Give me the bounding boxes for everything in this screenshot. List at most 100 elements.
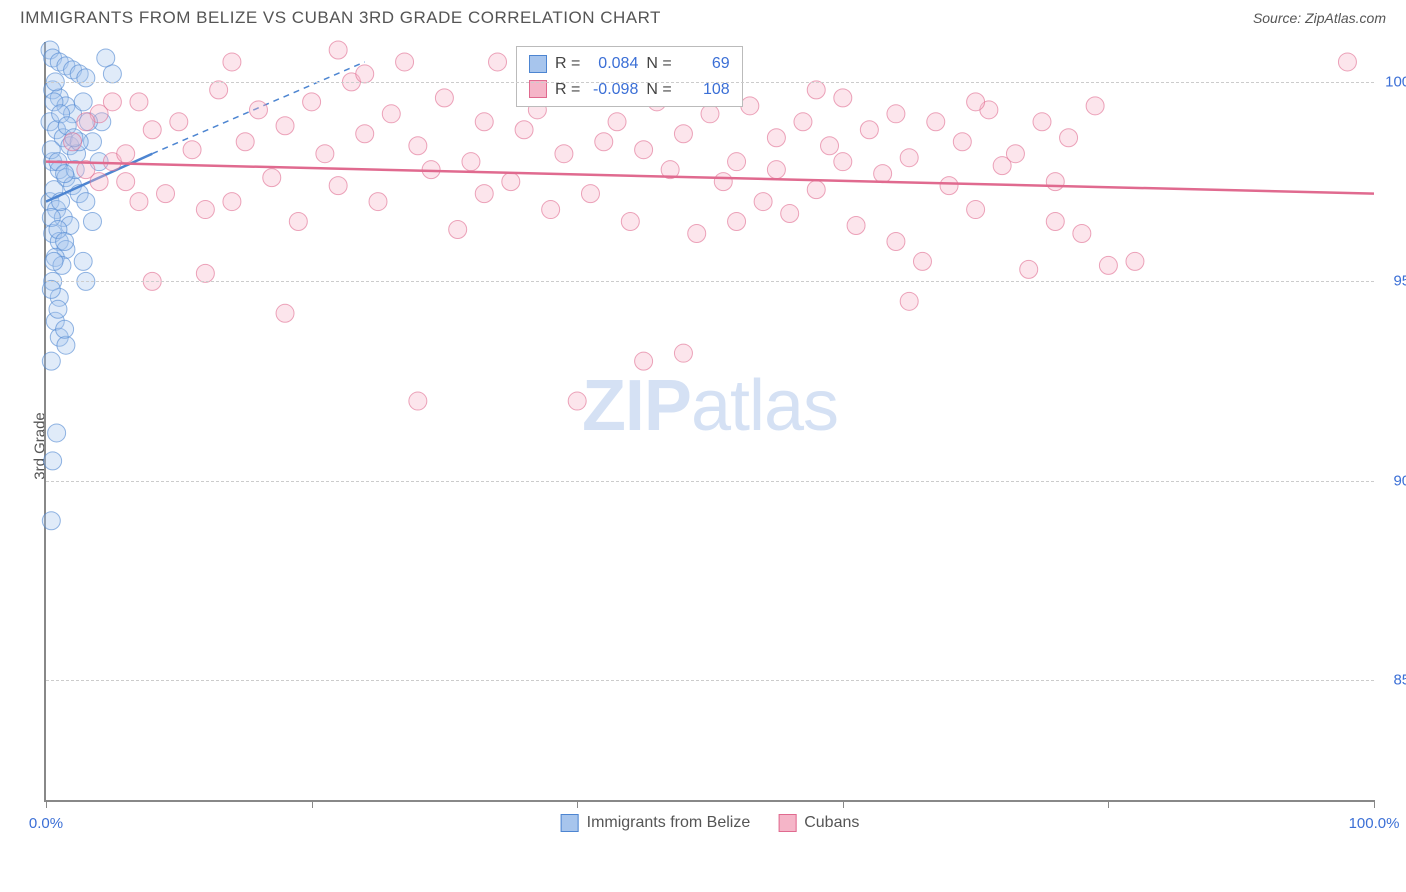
data-point — [236, 133, 254, 151]
gridline — [46, 82, 1374, 83]
data-point — [887, 232, 905, 250]
data-point — [1126, 252, 1144, 270]
data-point — [515, 121, 533, 139]
data-point — [329, 177, 347, 195]
data-point — [475, 113, 493, 131]
data-point — [117, 173, 135, 191]
x-tick-label: 0.0% — [29, 815, 63, 832]
legend-r-label: R = — [555, 51, 580, 77]
data-point — [1073, 224, 1091, 242]
data-point — [1099, 256, 1117, 274]
data-point — [449, 221, 467, 239]
data-point — [1060, 129, 1078, 147]
data-point — [356, 125, 374, 143]
legend-n-value: 108 — [680, 77, 730, 103]
data-point — [170, 113, 188, 131]
data-point — [728, 153, 746, 171]
legend-swatch — [529, 55, 547, 73]
data-point — [45, 252, 63, 270]
data-point — [1338, 53, 1356, 71]
scatter-plot-svg — [46, 42, 1374, 800]
data-point — [741, 97, 759, 115]
data-point — [103, 93, 121, 111]
legend-r-label: R = — [555, 77, 580, 103]
y-tick-label: 85.0% — [1380, 672, 1406, 689]
data-point — [369, 193, 387, 211]
data-point — [913, 252, 931, 270]
data-point — [900, 292, 918, 310]
data-point — [847, 217, 865, 235]
data-point — [834, 89, 852, 107]
data-point — [794, 113, 812, 131]
data-point — [157, 185, 175, 203]
legend-stat-row: R = 0.084 N = 69 — [529, 51, 730, 77]
legend-n-label: N = — [646, 51, 671, 77]
legend-swatch-belize — [561, 814, 579, 832]
chart-title: IMMIGRANTS FROM BELIZE VS CUBAN 3RD GRAD… — [20, 8, 661, 28]
data-point — [409, 137, 427, 155]
data-point — [143, 121, 161, 139]
data-point — [223, 193, 241, 211]
legend-n-label: N = — [646, 77, 671, 103]
data-point — [435, 89, 453, 107]
data-point — [1046, 173, 1064, 191]
data-point — [263, 169, 281, 187]
x-tick — [843, 800, 844, 808]
chart-plot-area: ZIPatlas R =0.084N =69R =-0.098N =108 Im… — [44, 42, 1374, 802]
bottom-legend: Immigrants from Belize Cubans — [561, 814, 860, 832]
data-point — [581, 185, 599, 203]
data-point — [1046, 213, 1064, 231]
data-point — [1033, 113, 1051, 131]
data-point — [183, 141, 201, 159]
data-point — [608, 113, 626, 131]
stats-legend: R =0.084N =69R =-0.098N =108 — [516, 46, 743, 107]
data-point — [967, 201, 985, 219]
data-point — [781, 205, 799, 223]
data-point — [542, 201, 560, 219]
data-point — [196, 264, 214, 282]
x-tick — [46, 800, 47, 808]
data-point — [130, 93, 148, 111]
data-point — [728, 213, 746, 231]
title-bar: IMMIGRANTS FROM BELIZE VS CUBAN 3RD GRAD… — [0, 0, 1406, 32]
legend-r-value: 0.084 — [588, 51, 638, 77]
data-point — [1086, 97, 1104, 115]
legend-item-belize: Immigrants from Belize — [561, 814, 751, 832]
legend-stat-row: R =-0.098N =108 — [529, 77, 730, 103]
data-point — [196, 201, 214, 219]
gridline — [46, 680, 1374, 681]
legend-n-value: 69 — [680, 51, 730, 77]
x-tick — [312, 800, 313, 808]
data-point — [117, 145, 135, 163]
data-point — [821, 137, 839, 155]
data-point — [1020, 260, 1038, 278]
data-point — [767, 161, 785, 179]
data-point — [635, 141, 653, 159]
data-point — [83, 213, 101, 231]
data-point — [90, 173, 108, 191]
data-point — [767, 129, 785, 147]
data-point — [701, 105, 719, 123]
data-point — [316, 145, 334, 163]
data-point — [74, 93, 92, 111]
data-point — [49, 300, 67, 318]
legend-swatch-cubans — [778, 814, 796, 832]
data-point — [396, 53, 414, 71]
data-point — [48, 424, 66, 442]
data-point — [57, 336, 75, 354]
data-point — [303, 93, 321, 111]
legend-label-belize: Immigrants from Belize — [587, 814, 751, 832]
data-point — [688, 224, 706, 242]
data-point — [276, 117, 294, 135]
data-point — [97, 49, 115, 67]
data-point — [56, 232, 74, 250]
x-tick — [1374, 800, 1375, 808]
data-point — [887, 105, 905, 123]
legend-label-cubans: Cubans — [804, 814, 859, 832]
data-point — [635, 352, 653, 370]
data-point — [77, 193, 95, 211]
data-point — [42, 352, 60, 370]
data-point — [475, 185, 493, 203]
gridline — [46, 481, 1374, 482]
x-tick — [577, 800, 578, 808]
